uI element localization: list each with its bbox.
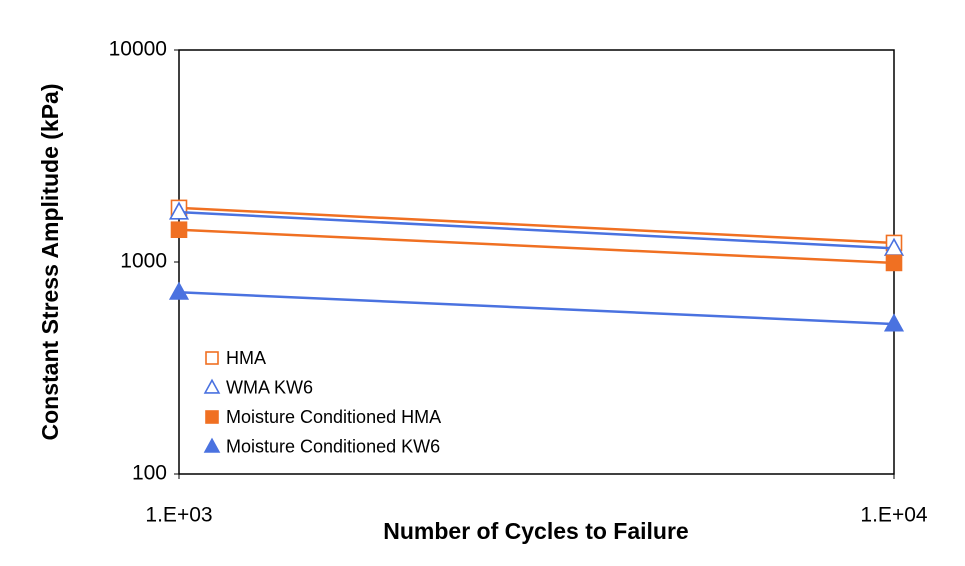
legend-marker (205, 410, 219, 424)
data-point (883, 313, 905, 332)
x-axis-title: Number of Cycles to Failure (383, 518, 688, 544)
legend-label: Moisture Conditioned KW6 (226, 436, 440, 456)
y-tick-label: 1000 (120, 250, 167, 273)
data-point (885, 254, 903, 272)
legend-marker (203, 378, 221, 394)
legend-label: WMA KW6 (226, 377, 313, 397)
legend-label: Moisture Conditioned HMA (226, 407, 441, 427)
trend-line (178, 228, 895, 265)
x-tick-label: 1.E+03 (145, 504, 212, 527)
y-axis-title: Constant Stress Amplitude (kPa) (37, 84, 63, 441)
legend-label: HMA (226, 348, 266, 368)
trend-line (178, 206, 895, 245)
legend-marker (205, 351, 219, 365)
x-tick-label: 1.E+04 (860, 504, 927, 527)
y-tick-label: 100 (132, 462, 167, 485)
data-point (168, 201, 190, 220)
y-tick-label: 10000 (109, 38, 167, 61)
data-point (170, 221, 188, 239)
trend-line (178, 290, 895, 326)
legend-marker (203, 437, 221, 453)
data-point (168, 281, 190, 300)
trend-line (178, 210, 895, 250)
